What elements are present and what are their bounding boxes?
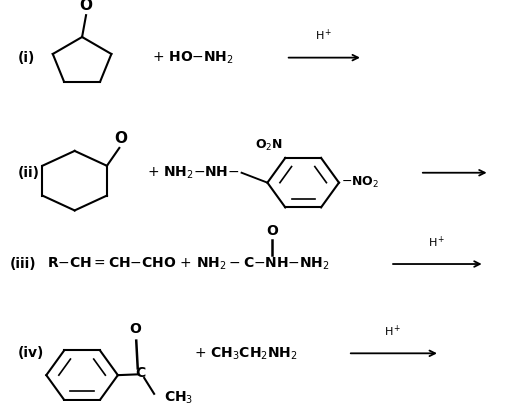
Text: (iii): (iii)	[10, 257, 37, 271]
Text: H$^+$: H$^+$	[315, 27, 333, 43]
Text: O$_2$N: O$_2$N	[255, 138, 283, 153]
Text: O: O	[129, 322, 141, 336]
Text: $+$ HO$-$NH$_2$: $+$ HO$-$NH$_2$	[152, 49, 233, 66]
Text: O: O	[266, 224, 278, 238]
Text: R$-$CH$=$CH$-$CHO $+$ NH$_2-$C$-$NH$-$NH$_2$: R$-$CH$=$CH$-$CHO $+$ NH$_2-$C$-$NH$-$NH…	[47, 256, 330, 272]
Text: (ii): (ii)	[17, 166, 40, 180]
Text: C: C	[135, 366, 146, 380]
Text: (i): (i)	[17, 51, 35, 65]
Text: H$^+$: H$^+$	[384, 324, 402, 339]
Text: $-$NO$_2$: $-$NO$_2$	[341, 175, 380, 190]
Text: O: O	[114, 131, 127, 146]
Text: CH$_3$: CH$_3$	[164, 390, 193, 405]
Text: O: O	[80, 0, 93, 13]
Text: $+$ NH$_2$$-$NH$-$: $+$ NH$_2$$-$NH$-$	[147, 164, 239, 181]
Text: $+$ CH$_3$CH$_2$NH$_2$: $+$ CH$_3$CH$_2$NH$_2$	[194, 345, 298, 362]
Text: H$^+$: H$^+$	[427, 235, 445, 250]
Text: (iv): (iv)	[17, 346, 44, 360]
